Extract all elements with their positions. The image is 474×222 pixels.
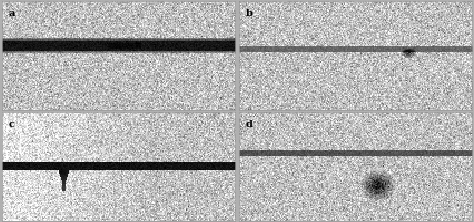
Text: a: a [9,8,15,18]
Text: b: b [246,8,253,18]
Text: d: d [246,120,253,129]
Text: c: c [9,120,15,129]
